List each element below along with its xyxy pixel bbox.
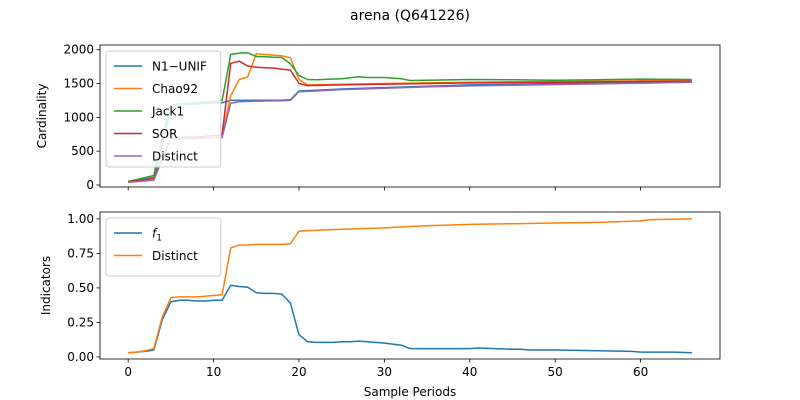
legend-label-4: Distinct (152, 150, 198, 164)
x-tick-label: 50 (548, 365, 563, 379)
x-tick-label: 40 (462, 365, 477, 379)
series-line-0 (128, 284, 692, 354)
indicators-panel: 0 10 20 30 40 50 60 0.00 0.25 0.50 0.75 1.00 Indicat… (39, 211, 721, 379)
cardinality-panel: 0 500 1000 1500 2000 Cardinality N1−UNIF Chao92… (35, 43, 721, 192)
x-tick-label: 30 (377, 365, 392, 379)
series-line-1 (128, 218, 692, 354)
legend-label-0: N1−UNIF (152, 60, 207, 74)
y-axis-label: Cardinality (35, 84, 49, 149)
legend-label-subscript: 1 (156, 234, 162, 244)
y-tick-label: 0.75 (67, 246, 94, 260)
legend: f1 Distinct (105, 217, 222, 277)
legend-box (105, 217, 222, 277)
figure-title: arena (Q641226) (350, 8, 470, 24)
legend-label-1: Distinct (152, 249, 198, 263)
y-tick-label: 1500 (63, 77, 94, 91)
series-lines (128, 218, 692, 354)
legend-box (105, 50, 222, 168)
y-tick-label: 500 (71, 144, 94, 158)
legend-label-3: SOR (152, 127, 177, 141)
legend-label-0: f1 (152, 227, 162, 244)
y-tick-label: 0 (86, 178, 94, 192)
y-tick-label: 0.00 (67, 350, 94, 364)
legend-label-1: Chao92 (152, 82, 198, 96)
plot-frame (99, 44, 721, 188)
x-tick-label: 60 (633, 365, 648, 379)
y-tick-label: 2000 (63, 43, 94, 57)
y-tick-label: 1000 (63, 110, 94, 124)
legend-label-2: Jack1 (151, 105, 184, 119)
x-tick-label: 20 (291, 365, 306, 379)
y-axis-label: Indicators (39, 256, 53, 315)
x-tick-label: 10 (206, 365, 221, 379)
x-axis-label: Sample Periods (364, 385, 456, 399)
y-tick-label: 0.25 (67, 315, 94, 329)
y-tick-label: 0.50 (67, 281, 94, 295)
legend: N1−UNIF Chao92 Jack1 SOR Distinct (105, 50, 222, 168)
legend-label-text: f (152, 227, 158, 241)
plot-frame (99, 211, 721, 360)
y-tick-label: 1.00 (67, 212, 94, 226)
x-tick-label: 0 (124, 365, 132, 379)
